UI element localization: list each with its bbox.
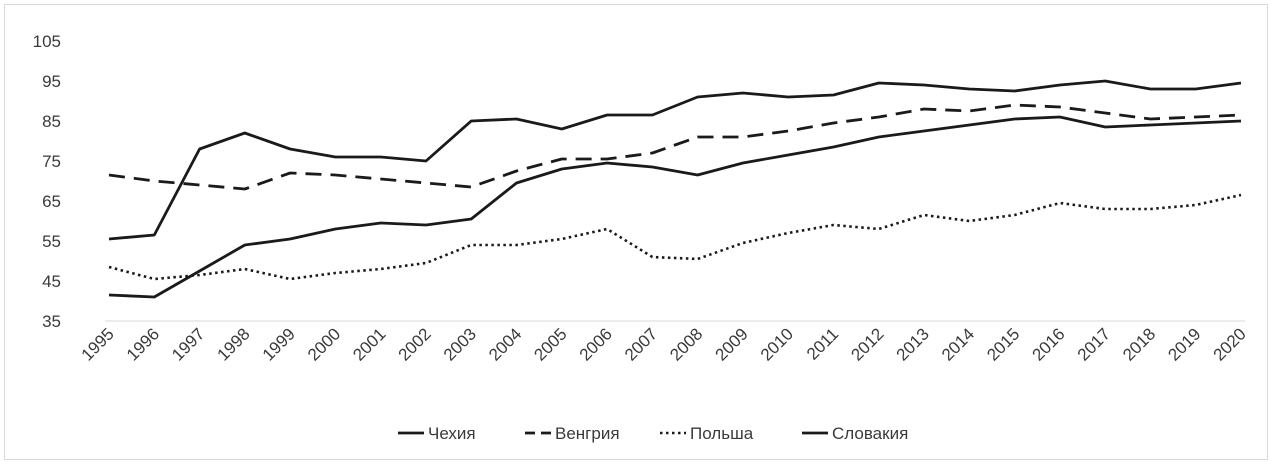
legend-label: Венгрия (555, 424, 620, 443)
legend-label: Польша (690, 424, 754, 443)
y-tick-label: 55 (42, 232, 61, 251)
x-tick-label: 2012 (847, 324, 887, 364)
x-tick-label: 2013 (893, 324, 933, 364)
legend-label: Чехия (428, 424, 476, 443)
series-lines (108, 79, 1242, 299)
y-tick-label: 35 (42, 312, 61, 331)
chart-frame: 35 45 55 65 75 85 95 105 1995 1996 1997 1998 1999 20… (4, 4, 1268, 460)
x-tick-label: 1999 (259, 324, 299, 364)
x-tick-label: 2020 (1210, 324, 1250, 364)
x-tick-label: 2019 (1164, 324, 1204, 364)
x-tick-label: 2006 (576, 324, 616, 364)
y-tick-labels: 35 45 55 65 75 85 95 105 (33, 32, 61, 331)
x-tick-label: 2015 (983, 324, 1023, 364)
series-line-1 (108, 79, 1242, 241)
x-tick-label: 2016 (1029, 324, 1069, 364)
x-tick-label: 2007 (621, 324, 661, 364)
x-tick-label: 2001 (349, 324, 389, 364)
y-tick-label: 105 (33, 32, 61, 51)
x-tick-label: 2018 (1119, 324, 1159, 364)
x-tick-label: 2010 (757, 324, 797, 364)
x-tick-label: 1996 (123, 324, 163, 364)
legend-label: Словакия (832, 424, 908, 443)
y-tick-label: 65 (42, 192, 61, 211)
x-tick-label: 2002 (395, 324, 435, 364)
x-tick-label: 2017 (1074, 324, 1114, 364)
x-tick-label: 2005 (530, 324, 570, 364)
x-tick-label: 2009 (712, 324, 752, 364)
x-tick-label: 2000 (304, 324, 344, 364)
x-tick-labels: 1995 1996 1997 1998 1999 2000 2001 2002 2003 2004… (78, 324, 1250, 364)
series-line-2 (108, 103, 1242, 191)
x-tick-label: 1998 (213, 324, 253, 364)
y-tick-label: 75 (42, 152, 61, 171)
x-tick-label: 2014 (938, 324, 978, 364)
y-tick-label: 95 (42, 72, 61, 91)
x-tick-label: 2004 (485, 324, 525, 364)
series-line-3 (108, 193, 1242, 281)
x-tick-label: 2003 (440, 324, 480, 364)
x-tick-label: 2008 (666, 324, 706, 364)
y-tick-label: 85 (42, 112, 61, 131)
series-line-4 (108, 115, 1242, 299)
y-tick-label: 45 (42, 272, 61, 291)
x-tick-label: 1997 (168, 324, 208, 364)
x-tick-label: 1995 (78, 324, 118, 364)
legend: Чехия Венгрия Польша Словакия (398, 424, 908, 443)
x-tick-label: 2011 (803, 324, 842, 363)
